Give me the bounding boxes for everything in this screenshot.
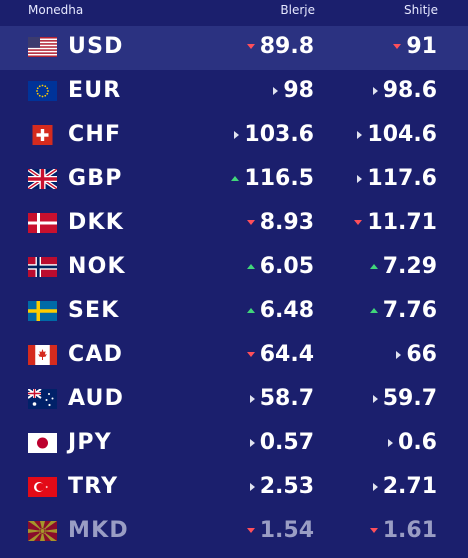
au-flag-icon: [28, 389, 57, 409]
sell-rate: 11.71: [354, 210, 437, 235]
buy-rate: 1.54: [246, 518, 314, 543]
currency-code: USD: [68, 34, 124, 59]
currency-code: AUD: [68, 386, 125, 411]
trend-down-icon: [246, 44, 255, 49]
trend-flat-icon: [249, 438, 255, 447]
mk-flag-icon: [28, 521, 57, 541]
currency-code: MKD: [68, 518, 129, 543]
rate-row-eur[interactable]: EUR 98 98.6: [0, 70, 468, 114]
currency-code: DKK: [68, 210, 124, 235]
trend-down-icon: [354, 220, 363, 225]
sell-rate: 91: [393, 34, 437, 59]
sell-rate: 2.71: [372, 474, 437, 499]
currency-column-header: Monedha: [28, 3, 84, 17]
trend-up-icon: [369, 264, 378, 269]
trend-down-icon: [393, 44, 402, 49]
buy-rate: 58.7: [249, 386, 314, 411]
buy-rate: 98: [273, 78, 314, 103]
sell-rate: 59.7: [372, 386, 437, 411]
buy-rate: 6.48: [246, 298, 314, 323]
trend-down-icon: [369, 528, 378, 533]
trend-up-icon: [231, 176, 240, 181]
dk-flag-icon: [28, 213, 57, 233]
se-flag-icon: [28, 301, 57, 321]
eu-flag-icon: [28, 81, 57, 101]
buy-rate: 2.53: [249, 474, 314, 499]
currency-code: EUR: [68, 78, 122, 103]
rate-row-cad[interactable]: CAD 64.4 66: [0, 334, 468, 378]
rate-row-aud[interactable]: AUD 58.7 59.7: [0, 378, 468, 422]
trend-flat-icon: [372, 394, 378, 403]
sell-rate: 7.29: [369, 254, 437, 279]
currency-code: CHF: [68, 122, 122, 147]
buy-rate: 0.57: [249, 430, 314, 455]
trend-up-icon: [246, 264, 255, 269]
trend-down-icon: [246, 220, 255, 225]
sell-rate: 7.76: [369, 298, 437, 323]
sell-rate: 117.6: [357, 166, 437, 191]
currency-code: SEK: [68, 298, 120, 323]
ca-flag-icon: [28, 345, 57, 365]
ch-flag-icon: [28, 125, 57, 145]
sell-column-header: Shitje: [404, 3, 438, 17]
jp-flag-icon: [28, 433, 57, 453]
rate-row-jpy[interactable]: JPY 0.57 0.6: [0, 422, 468, 466]
trend-flat-icon: [372, 482, 378, 491]
trend-flat-icon: [273, 86, 279, 95]
currency-code: JPY: [68, 430, 112, 455]
rate-row-gbp[interactable]: GBP 116.5 117.6: [0, 158, 468, 202]
trend-flat-icon: [357, 174, 363, 183]
us-flag-icon: [28, 37, 57, 57]
rate-row-usd[interactable]: USD 89.8 91: [0, 26, 468, 70]
rates-list: USD 89.8 91 EUR 98 98.6: [0, 26, 468, 554]
buy-rate: 103.6: [234, 122, 314, 147]
currency-code: NOK: [68, 254, 126, 279]
no-flag-icon: [28, 257, 57, 277]
trend-flat-icon: [372, 86, 378, 95]
buy-rate: 6.05: [246, 254, 314, 279]
trend-flat-icon: [234, 130, 240, 139]
sell-rate: 104.6: [357, 122, 437, 147]
sell-rate: 1.61: [369, 518, 437, 543]
trend-flat-icon: [396, 350, 402, 359]
rate-row-mkd[interactable]: MKD 1.54 1.61: [0, 510, 468, 554]
currency-code: CAD: [68, 342, 124, 367]
buy-rate: 8.93: [246, 210, 314, 235]
sell-rate: 0.6: [388, 430, 437, 455]
currency-code: TRY: [68, 474, 119, 499]
trend-flat-icon: [249, 394, 255, 403]
rate-row-try[interactable]: TRY 2.53 2.71: [0, 466, 468, 510]
rate-row-nok[interactable]: NOK 6.05 7.29: [0, 246, 468, 290]
trend-down-icon: [246, 352, 255, 357]
buy-column-header: Blerje: [280, 3, 315, 17]
trend-up-icon: [369, 308, 378, 313]
buy-rate: 89.8: [246, 34, 314, 59]
trend-flat-icon: [388, 438, 394, 447]
rate-row-sek[interactable]: SEK 6.48 7.76: [0, 290, 468, 334]
rate-row-dkk[interactable]: DKK 8.93 11.71: [0, 202, 468, 246]
trend-down-icon: [246, 528, 255, 533]
buy-rate: 64.4: [246, 342, 314, 367]
sell-rate: 66: [396, 342, 437, 367]
table-header: Monedha Blerje Shitje: [0, 0, 468, 24]
rate-row-chf[interactable]: CHF 103.6 104.6: [0, 114, 468, 158]
sell-rate: 98.6: [372, 78, 437, 103]
buy-rate: 116.5: [231, 166, 314, 191]
trend-flat-icon: [249, 482, 255, 491]
tr-flag-icon: [28, 477, 57, 497]
gb-flag-icon: [28, 169, 57, 189]
trend-flat-icon: [357, 130, 363, 139]
currency-code: GBP: [68, 166, 123, 191]
trend-up-icon: [246, 308, 255, 313]
